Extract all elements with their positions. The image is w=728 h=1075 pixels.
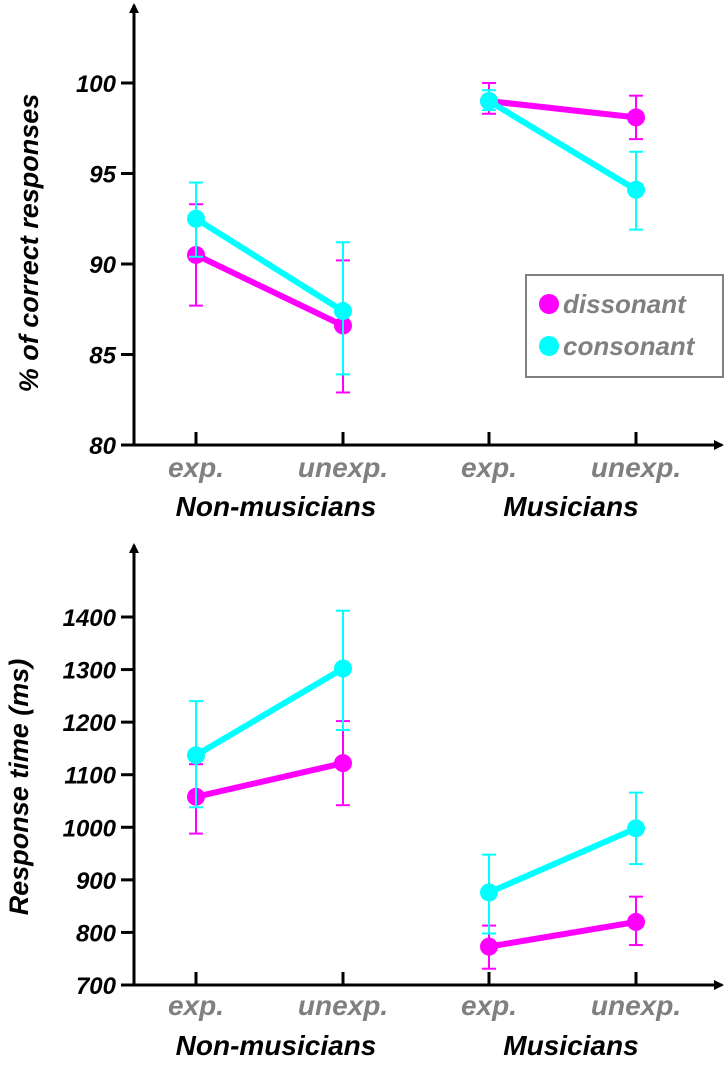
y-tick-label: 1200 [63,710,117,737]
legend: dissonant consonant [525,274,724,378]
data-point [480,92,498,111]
legend-label-dissonant: dissonant [563,289,687,319]
chart-panel-2: 700 800 900 1000 1100 1200 1300 1400 exp. unexp. e… [4,543,724,1061]
data-point [334,754,352,773]
data-point [480,937,498,956]
x-condition-label: unexp. [298,452,388,483]
y-tick-label: 800 [76,920,117,947]
legend-marker-dissonant [539,294,559,314]
data-point [627,819,645,838]
series-line [193,251,346,329]
y-tick-label: 700 [76,973,117,1000]
series-line [193,760,346,800]
y-tick-label: 95 [89,162,116,189]
x-condition-label: exp. [168,990,224,1021]
y-tick-label: 100 [76,71,117,98]
y-tick-label: 1400 [63,605,117,632]
data-point [187,746,205,765]
x-group-label: Musicians [503,1030,638,1061]
series-line [486,98,639,121]
y-axis-label: Response time (ms) [4,659,34,916]
legend-label-consonant: consonant [563,331,696,361]
series-line [193,665,346,759]
y-tick-label: 1100 [64,763,116,790]
x-group-label: Musicians [503,491,638,522]
chart-panel-1: 80 85 90 95 100 exp. unexp. exp. unexp. Non-music… [14,3,724,522]
series-dissonant [187,720,645,970]
data-point [334,302,352,321]
y-tick-label: 80 [89,433,116,460]
x-condition-label: exp. [168,452,224,483]
x-condition-label: exp. [461,990,517,1021]
y-tick-label: 85 [89,343,116,370]
data-point [627,912,645,931]
x-group-label: Non-musicians [176,1030,377,1061]
series-line [486,98,639,193]
y-tick-label: 1300 [63,658,117,685]
series-line [486,825,639,896]
x-condition-label: exp. [461,452,517,483]
data-point [627,108,645,127]
y-tick-label: 1000 [63,815,117,842]
data-point [334,659,352,678]
x-group-label: Non-musicians [176,491,377,522]
series-consonant [187,89,645,376]
data-point [480,883,498,902]
series-line [193,215,346,315]
y-tick-label: 900 [76,868,117,895]
x-condition-label: unexp. [591,990,681,1021]
y-tick-label: 90 [89,252,116,279]
x-condition-label: unexp. [298,990,388,1021]
x-condition-label: unexp. [591,452,681,483]
legend-box [525,274,724,378]
legend-marker-consonant [539,336,559,356]
y-axis-label: % of correct responses [14,94,44,393]
data-point [627,180,645,199]
series-consonant [187,609,645,935]
series-line [486,918,639,950]
data-point [187,209,205,228]
